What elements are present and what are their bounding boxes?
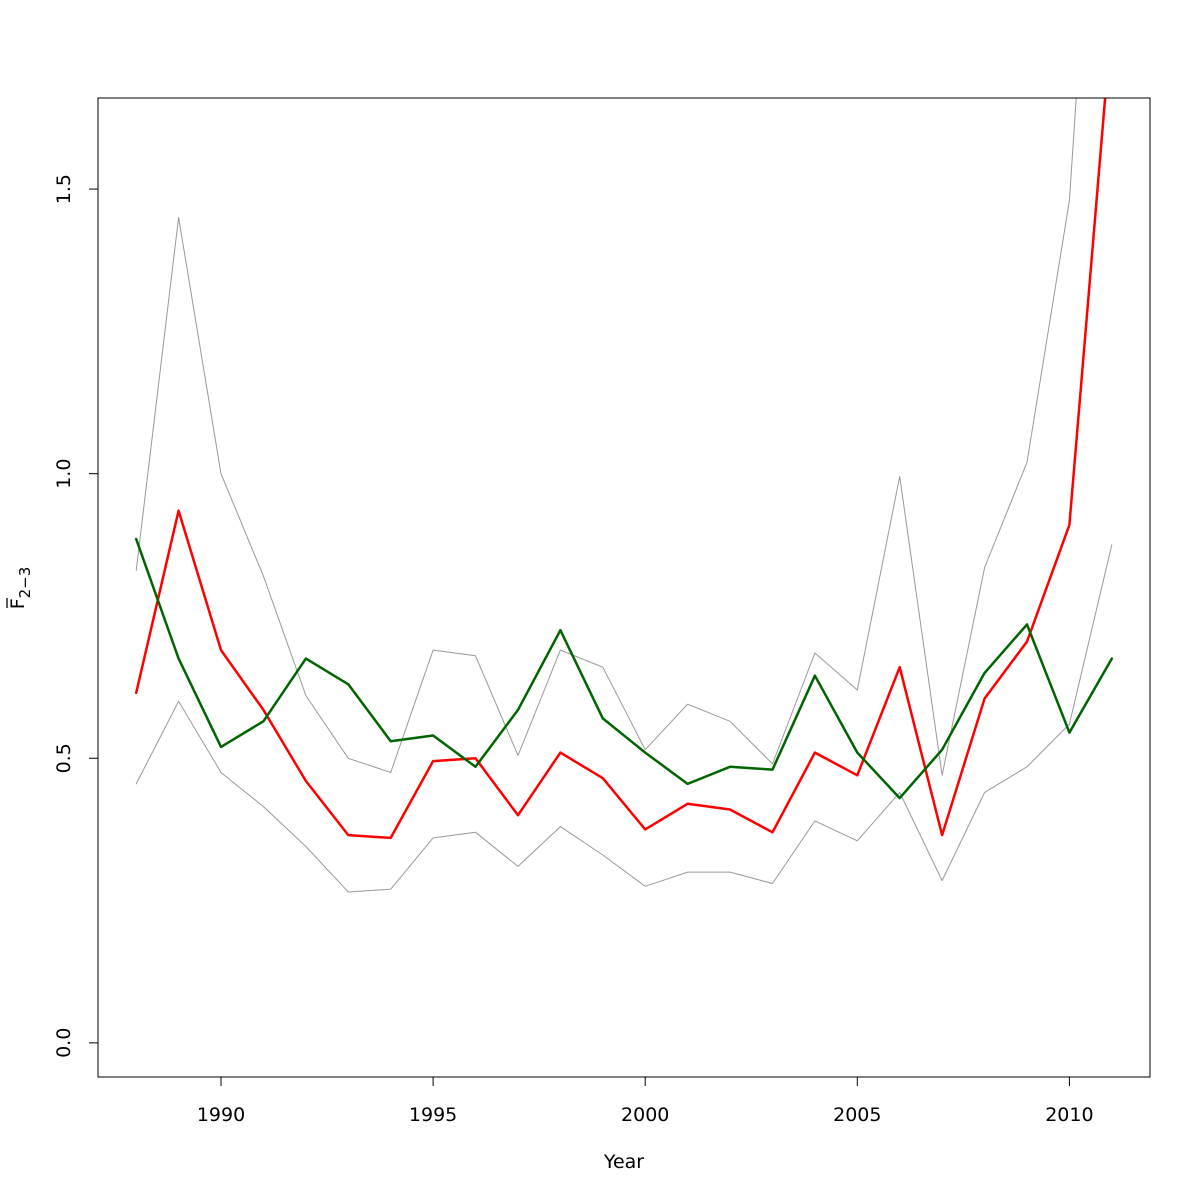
y-tick-label: 1.5 bbox=[53, 174, 75, 204]
x-tick-label: 1995 bbox=[409, 1104, 457, 1126]
y-tick-label: 0.0 bbox=[53, 1028, 75, 1058]
y-axis-title: F2−3 bbox=[6, 567, 34, 610]
y-axis-title-main: F bbox=[7, 598, 29, 609]
series-line-4 bbox=[134, 537, 1114, 800]
x-axis-title: Year bbox=[603, 1151, 644, 1173]
svg-text:F2−3: F2−3 bbox=[7, 567, 34, 610]
y-axis-title-subscript: 2−3 bbox=[16, 567, 34, 599]
x-tick-label: 1990 bbox=[197, 1104, 245, 1126]
y-tick-label: 1.0 bbox=[53, 459, 75, 489]
x-tick-label: 2005 bbox=[833, 1104, 881, 1126]
plot-frame bbox=[97, 97, 1151, 1078]
y-tick-label: 0.5 bbox=[53, 743, 75, 773]
series-line-1 bbox=[135, 98, 1077, 776]
x-tick-label: 2010 bbox=[1045, 1104, 1093, 1126]
x-tick-label: 2000 bbox=[621, 1104, 669, 1126]
series-line-2 bbox=[135, 544, 1113, 893]
series-line-3 bbox=[134, 98, 1107, 840]
x-axis: 1990 1995 2000 2005 2010 bbox=[197, 1077, 1094, 1126]
y-axis: 0.0 0.5 1.0 1.5 bbox=[53, 174, 98, 1058]
series-layer bbox=[134, 98, 1114, 893]
